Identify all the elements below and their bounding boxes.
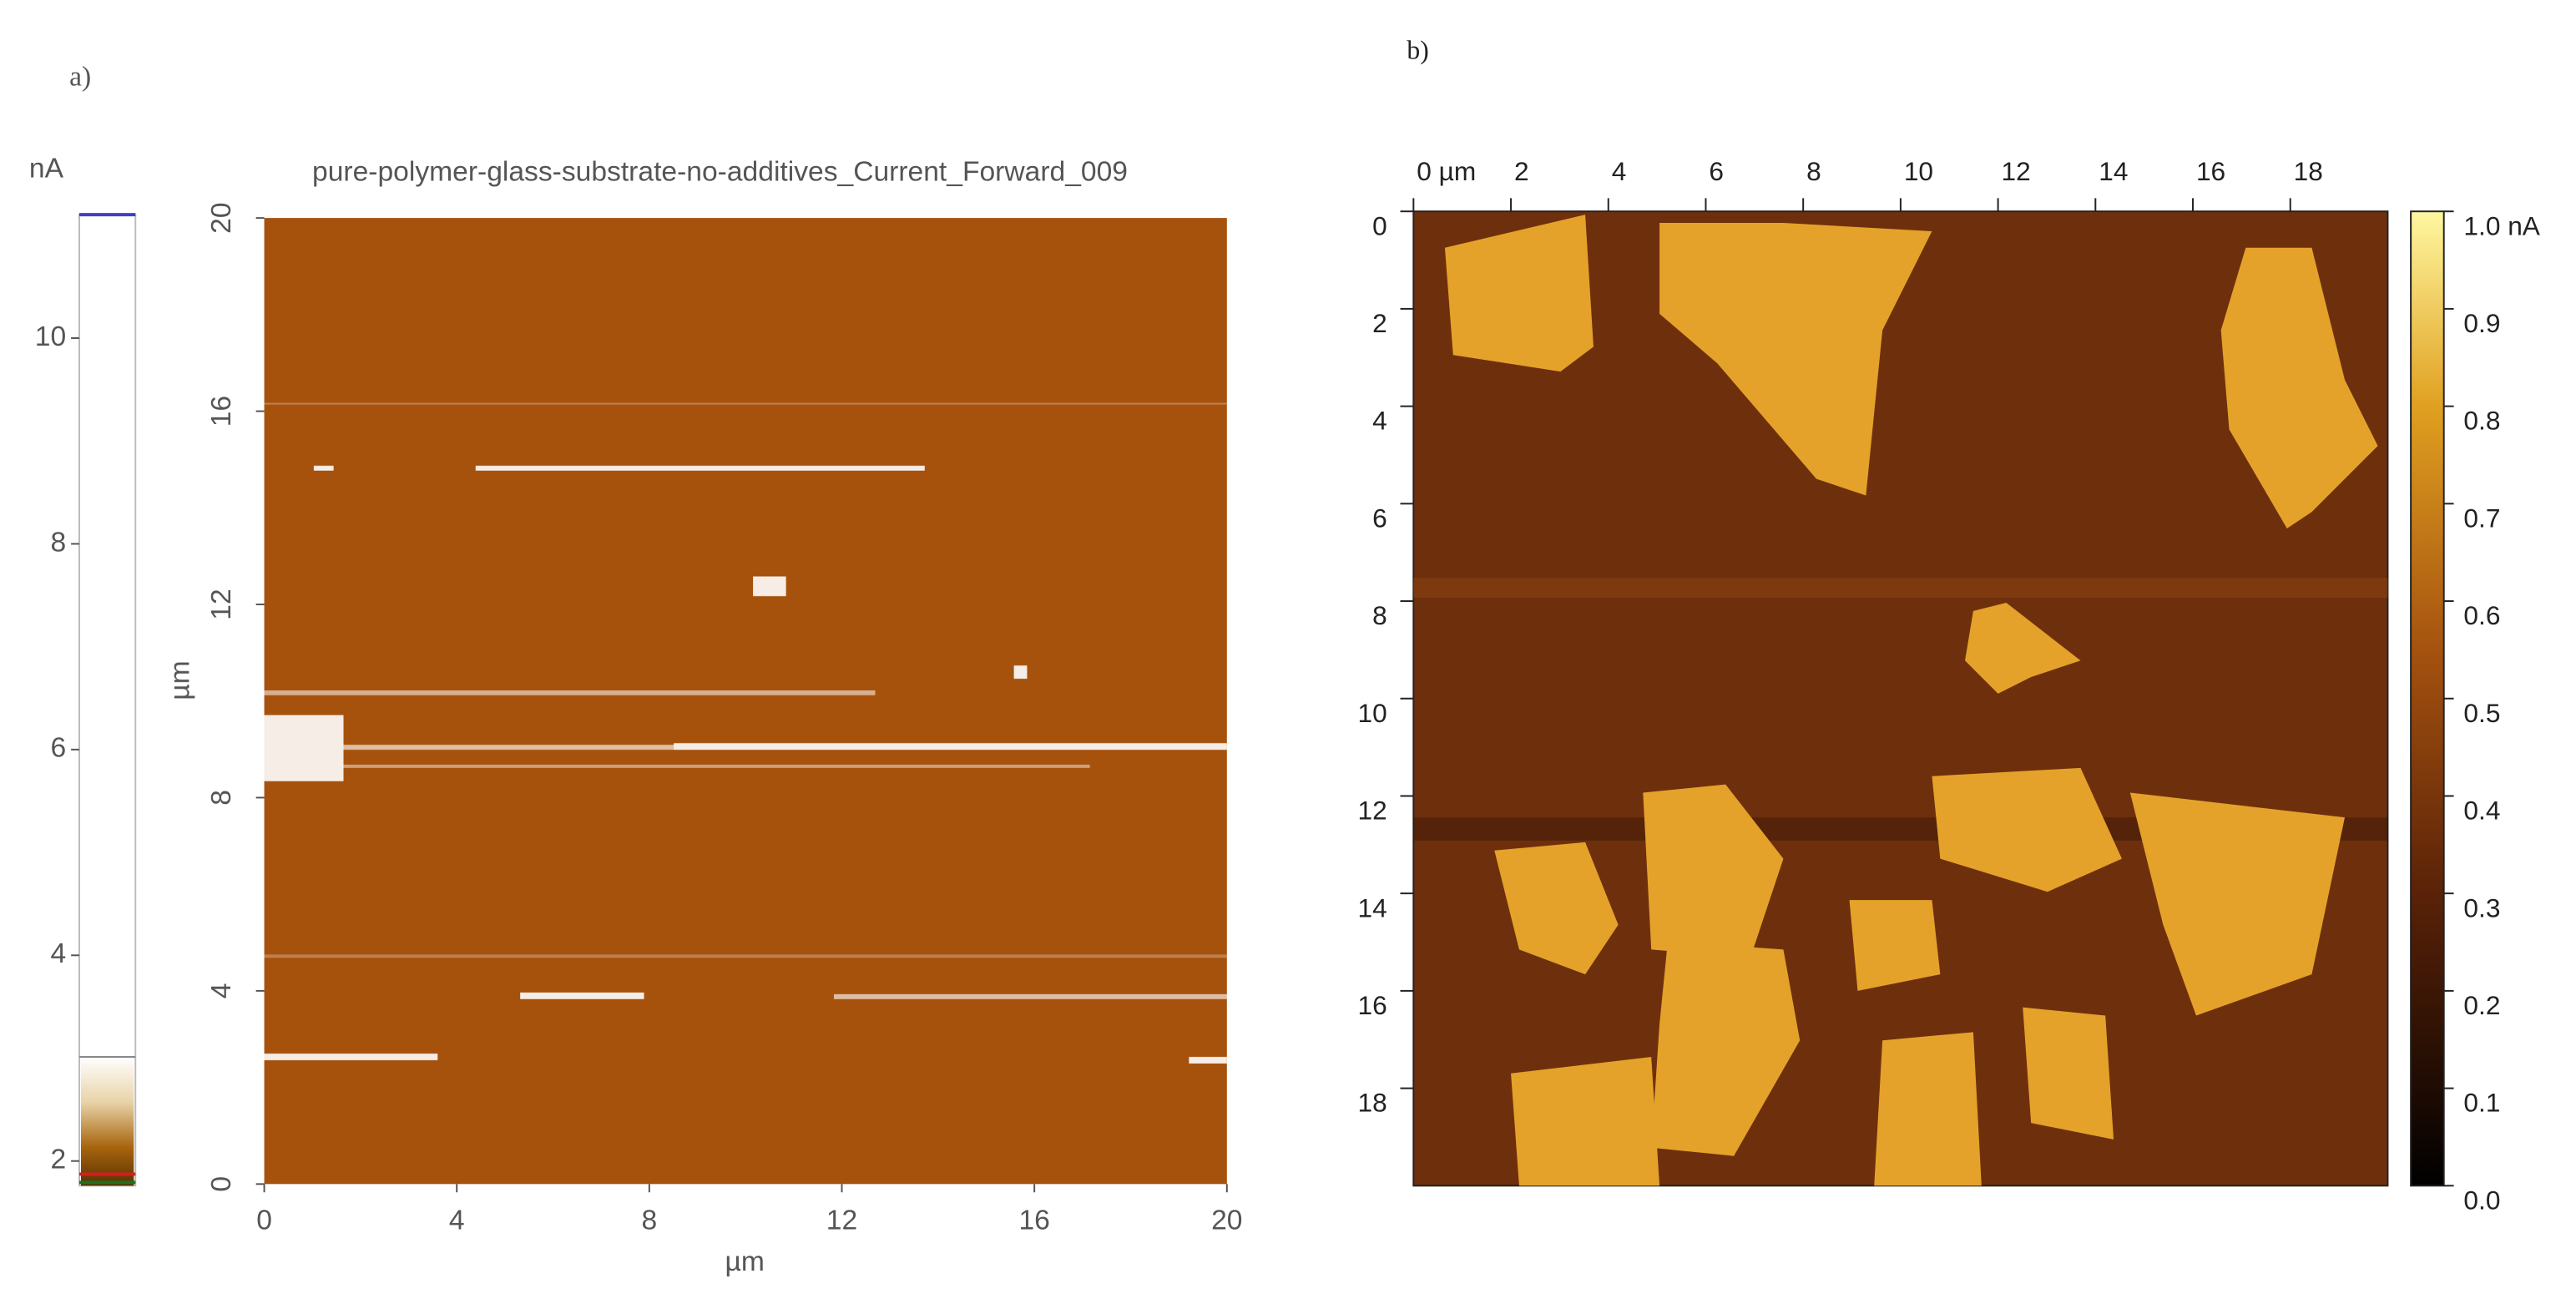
colorbar-tick-label: 0.2 <box>2463 990 2500 1020</box>
x-tick-label: 8 <box>642 1205 658 1236</box>
panel-a: a) nA pure-polymer-glass-substrate-no-ad… <box>29 62 1243 1277</box>
colorbar-gradient <box>80 1057 134 1186</box>
colorbar-tick-label: 1.0 nA <box>2463 210 2540 240</box>
y-tick-label: 6 <box>1372 503 1387 533</box>
image-features <box>264 402 1230 1064</box>
y-tick-label: 12 <box>1357 796 1386 826</box>
colorbar-tick-label: 2 <box>50 1145 66 1175</box>
y-tick-label: 14 <box>1357 892 1386 922</box>
colorbar-tick-label: 0.0 <box>2463 1185 2500 1215</box>
y-tick-label: 4 <box>1372 406 1387 436</box>
y-tick-label: 2 <box>1372 308 1387 338</box>
colorbar-tick-label: 4 <box>50 938 66 969</box>
y-tick-label: 4 <box>206 983 237 999</box>
panel-b: b) 0 µm 2 4 6 8 10 12 14 16 18 0 2 4 6 8 10 12 14 16 18 0.0 0… <box>1357 36 2540 1216</box>
afm-image <box>264 218 1227 1185</box>
y-tick-label: 10 <box>1357 698 1386 728</box>
colorbar-tick-label: 0.5 <box>2463 698 2500 728</box>
x-tick-label: 14 <box>2099 156 2128 186</box>
colorbar-unit: nA <box>29 154 64 184</box>
x-tick-label: 6 <box>1709 156 1724 186</box>
colorbar-tick-label: 0.7 <box>2463 503 2500 533</box>
x-tick-label: 10 <box>1904 156 1933 186</box>
colorbar-tick-label: 0.6 <box>2463 600 2500 630</box>
y-tick-label: 0 <box>1372 210 1387 240</box>
colorbar-tick-label: 0.1 <box>2463 1088 2500 1118</box>
image-title: pure-polymer-glass-substrate-no-additive… <box>312 157 1128 188</box>
x-tick-label: 0 µm <box>1417 156 1476 186</box>
colorbar-frame <box>78 214 137 1187</box>
y-tick-label: 20 <box>206 202 237 233</box>
colorbar-tick-label: 0.8 <box>2463 406 2500 436</box>
y-axis-label: µm <box>165 660 196 700</box>
x-tick-label: 20 <box>1211 1205 1242 1236</box>
y-tick-label: 12 <box>206 589 237 619</box>
colorbar-tick-label: 10 <box>35 321 66 352</box>
x-tick-label: 16 <box>2196 156 2225 186</box>
colorbar-tick-label: 0.9 <box>2463 308 2500 338</box>
x-tick-label: 18 <box>2294 156 2323 186</box>
panel-label: b) <box>1407 36 1428 65</box>
colorbar-tick-label: 0.4 <box>2463 796 2500 826</box>
x-tick-label: 4 <box>449 1205 465 1236</box>
x-tick-label: 2 <box>1514 156 1529 186</box>
x-tick-label: 12 <box>826 1205 857 1236</box>
x-tick-label: 8 <box>1806 156 1821 186</box>
colorbar-gradient <box>2410 210 2445 1187</box>
image-features <box>1413 215 2388 1186</box>
x-axis-label: µm <box>725 1246 765 1277</box>
x-tick-label: 4 <box>1612 156 1627 186</box>
colorbar-tick-label: 6 <box>50 733 66 764</box>
x-tick-label: 12 <box>2002 156 2031 186</box>
x-tick-label: 0 <box>256 1205 272 1236</box>
colorbar-tick-label: 0.3 <box>2463 892 2500 922</box>
panel-label: a) <box>69 62 91 93</box>
x-tick-label: 16 <box>1018 1205 1049 1236</box>
y-tick-label: 16 <box>1357 990 1386 1020</box>
y-tick-label: 0 <box>206 1176 237 1192</box>
y-tick-label: 8 <box>206 790 237 806</box>
y-tick-label: 18 <box>1357 1088 1386 1118</box>
y-tick-label: 8 <box>1372 600 1387 630</box>
y-tick-label: 16 <box>206 396 237 427</box>
colorbar-tick-label: 8 <box>50 527 66 558</box>
